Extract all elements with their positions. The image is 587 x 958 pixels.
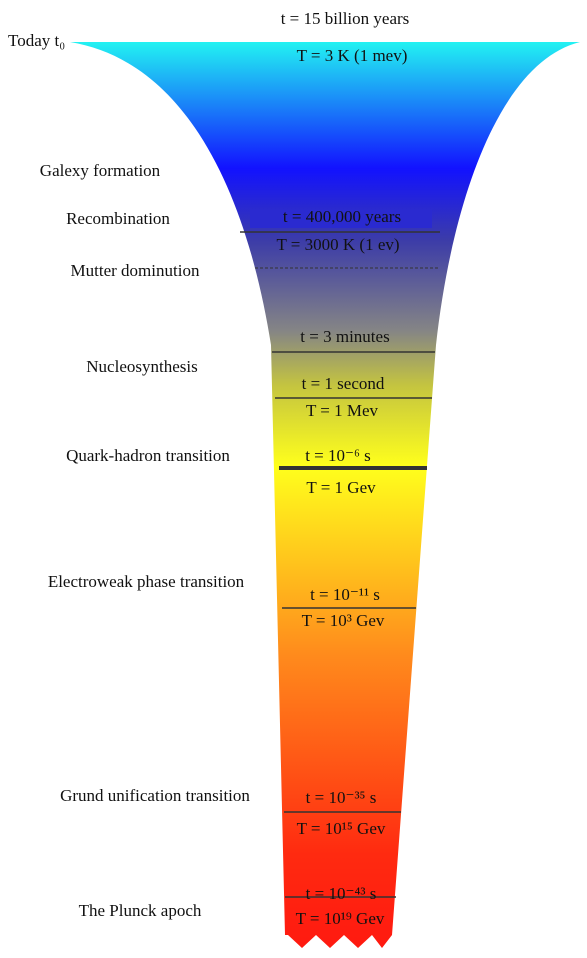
marker-label: T = 10³ Gev — [302, 611, 385, 630]
era-label: Recombination — [66, 209, 170, 228]
marker-label: t = 1 second — [302, 374, 385, 393]
marker-label: T = 10¹⁵ Gev — [297, 819, 386, 838]
era-label: The Plunck apoch — [79, 901, 202, 920]
era-label: Galexy formation — [40, 161, 161, 180]
marker-label: T = 3000 K (1 ev) — [276, 235, 399, 254]
marker-label: t = 10⁻¹¹ s — [310, 585, 380, 604]
era-label: Quark-hadron transition — [66, 446, 230, 465]
marker-label: t = 400,000 years — [283, 207, 401, 226]
marker-label: T = 1 Mev — [306, 401, 379, 420]
funnel — [70, 42, 580, 948]
marker-label: t = 10⁻³⁵ s — [306, 788, 377, 807]
era-label: Electroweak phase transition — [48, 572, 245, 591]
era-label: Mutter dominution — [71, 261, 200, 280]
era-label: Today t₀ — [8, 31, 65, 50]
era-label: Grund unification transition — [60, 786, 250, 805]
era-label: Nucleosynthesis — [86, 357, 197, 376]
dividers — [240, 231, 440, 898]
highlight — [250, 209, 432, 228]
marker-label: T = 10¹⁹ Gev — [296, 909, 385, 928]
marker-label: T = 3 K (1 mev) — [297, 46, 408, 65]
marker-label: t = 15 billion years — [281, 9, 410, 28]
marker-label: T = 1 Gev — [306, 478, 376, 497]
marker-label: t = 10⁻⁴³ s — [306, 884, 377, 903]
marker-label: t = 3 minutes — [300, 327, 389, 346]
marker-label: t = 10⁻⁶ s — [305, 446, 371, 465]
